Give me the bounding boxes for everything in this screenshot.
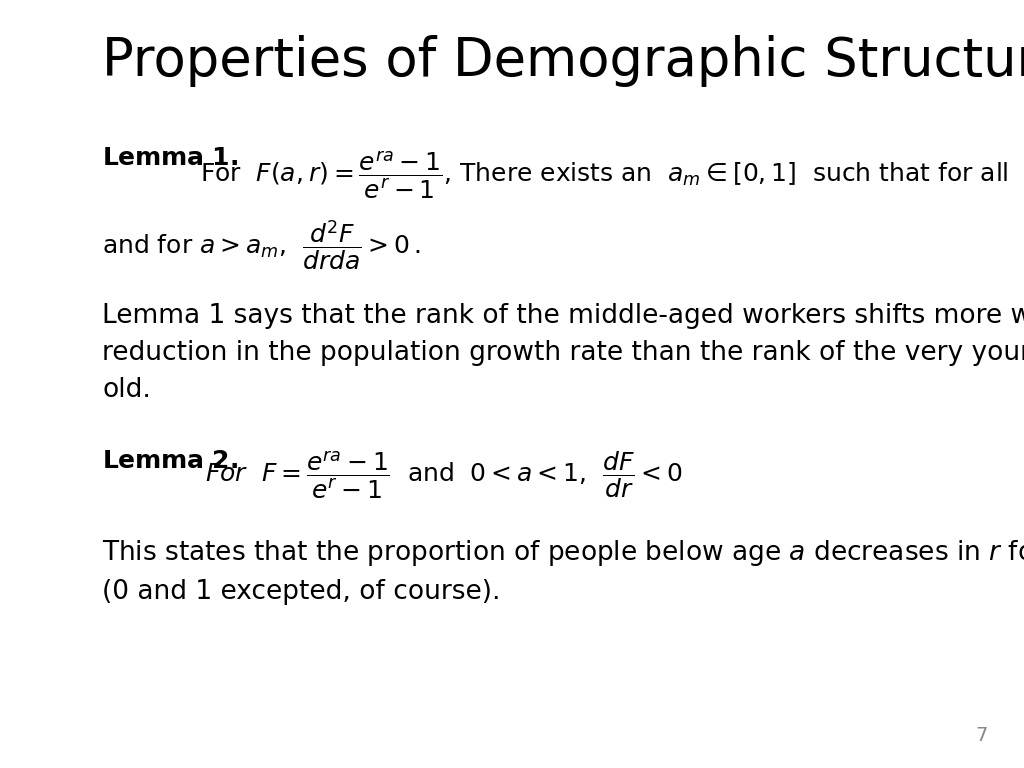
Text: Lemma 1 says that the rank of the middle-aged workers shifts more with a
reducti: Lemma 1 says that the rank of the middle… <box>102 303 1024 403</box>
Text: $\mathbf{Lemma\ 2.}$: $\mathbf{Lemma\ 2.}$ <box>102 449 239 473</box>
Text: Properties of Demographic Structure: Properties of Demographic Structure <box>102 35 1024 87</box>
Text: and for $a>a_m$,  $\dfrac{d^{2}F}{drda}>0\,.$: and for $a>a_m$, $\dfrac{d^{2}F}{drda}>0… <box>102 219 421 273</box>
Text: For  $F(a,r)=\dfrac{e^{ra}-1}{e^{r}-1}$, There exists an  $a_m \in [0,1]$  such : For $F(a,r)=\dfrac{e^{ra}-1}{e^{r}-1}$, … <box>200 146 1024 200</box>
Text: This states that the proportion of people below age $a$ decreases in $r$ for all: This states that the proportion of peopl… <box>102 538 1024 604</box>
Text: $\mathbf{Lemma\ 1.}$: $\mathbf{Lemma\ 1.}$ <box>102 146 239 170</box>
Text: 7: 7 <box>976 726 988 745</box>
Text: $\mathit{For}\ \ F=\dfrac{e^{ra}-1}{e^{r}-1}$  and  $0{<}a{<}1$,  $\dfrac{dF}{dr: $\mathit{For}\ \ F=\dfrac{e^{ra}-1}{e^{r… <box>205 449 682 501</box>
